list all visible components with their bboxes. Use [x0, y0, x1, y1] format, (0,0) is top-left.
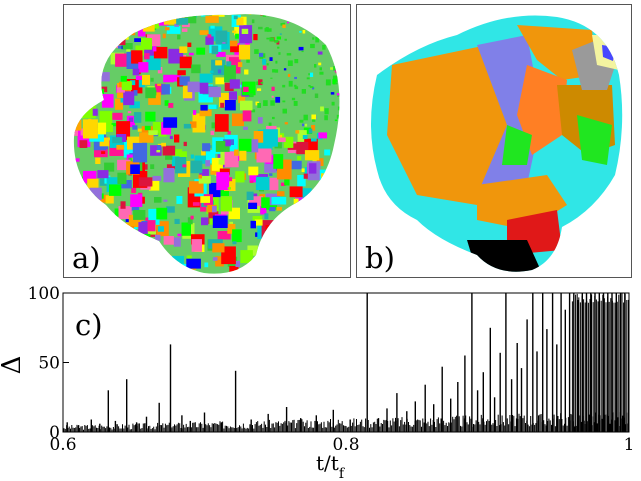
- x-tick-label: 0.6: [49, 435, 76, 455]
- cluster-map-fine: [73, 14, 340, 274]
- y-tick-label: 100: [28, 284, 60, 304]
- y-tick-label: 50: [38, 354, 60, 374]
- panel-a-cluster-map: a): [63, 4, 351, 278]
- x-tick-label: 1: [624, 435, 635, 455]
- y-axis-label: Δ: [0, 356, 27, 375]
- delta-spike-chart: 0.6 0.8 1 0 50 100 c) Δ t/tf: [0, 284, 634, 480]
- y-axis-ticks: 0 50 100: [28, 284, 69, 443]
- x-tick-label: 0.8: [332, 435, 359, 455]
- x-axis-ticks: 0.6 0.8 1: [49, 426, 634, 455]
- spike-series: [63, 293, 629, 432]
- y-tick-label: 0: [49, 423, 60, 443]
- x-axis-label: t/tf: [316, 451, 346, 480]
- cluster-map-coarse: [371, 15, 623, 272]
- panel-c-label: c): [75, 308, 103, 342]
- x-axis-label-sub: f: [339, 466, 346, 480]
- panel-b-cluster-map: b): [356, 4, 632, 278]
- panel-b-label: b): [365, 241, 395, 275]
- x-axis-label-main: t/t: [316, 451, 339, 475]
- plot-frame: [62, 292, 630, 433]
- panel-a-label: a): [72, 241, 101, 275]
